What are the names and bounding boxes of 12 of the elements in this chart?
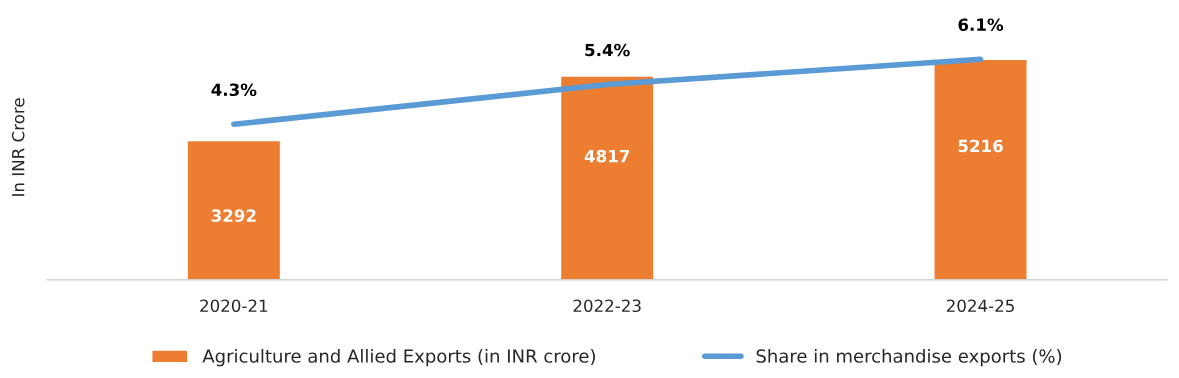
data-label: 4817 xyxy=(584,149,630,163)
legend-label: Agriculture and Allied Exports (in INR crore) xyxy=(202,348,595,367)
x-tick-label: 2022-23 xyxy=(573,299,641,313)
data-label: 6.1% xyxy=(958,18,1004,31)
data-label: 5.4% xyxy=(585,43,630,57)
data-label: 4.3% xyxy=(211,83,257,97)
x-tick-label: 2024-25 xyxy=(946,299,1014,313)
data-label: 3292 xyxy=(211,209,256,222)
legend-label: Share in merchandise exports (%) xyxy=(756,348,1062,367)
y-axis-title: In INR Crore xyxy=(11,98,25,196)
data-label: 5216 xyxy=(958,139,1003,153)
x-tick-label: 2020-21 xyxy=(200,299,268,313)
